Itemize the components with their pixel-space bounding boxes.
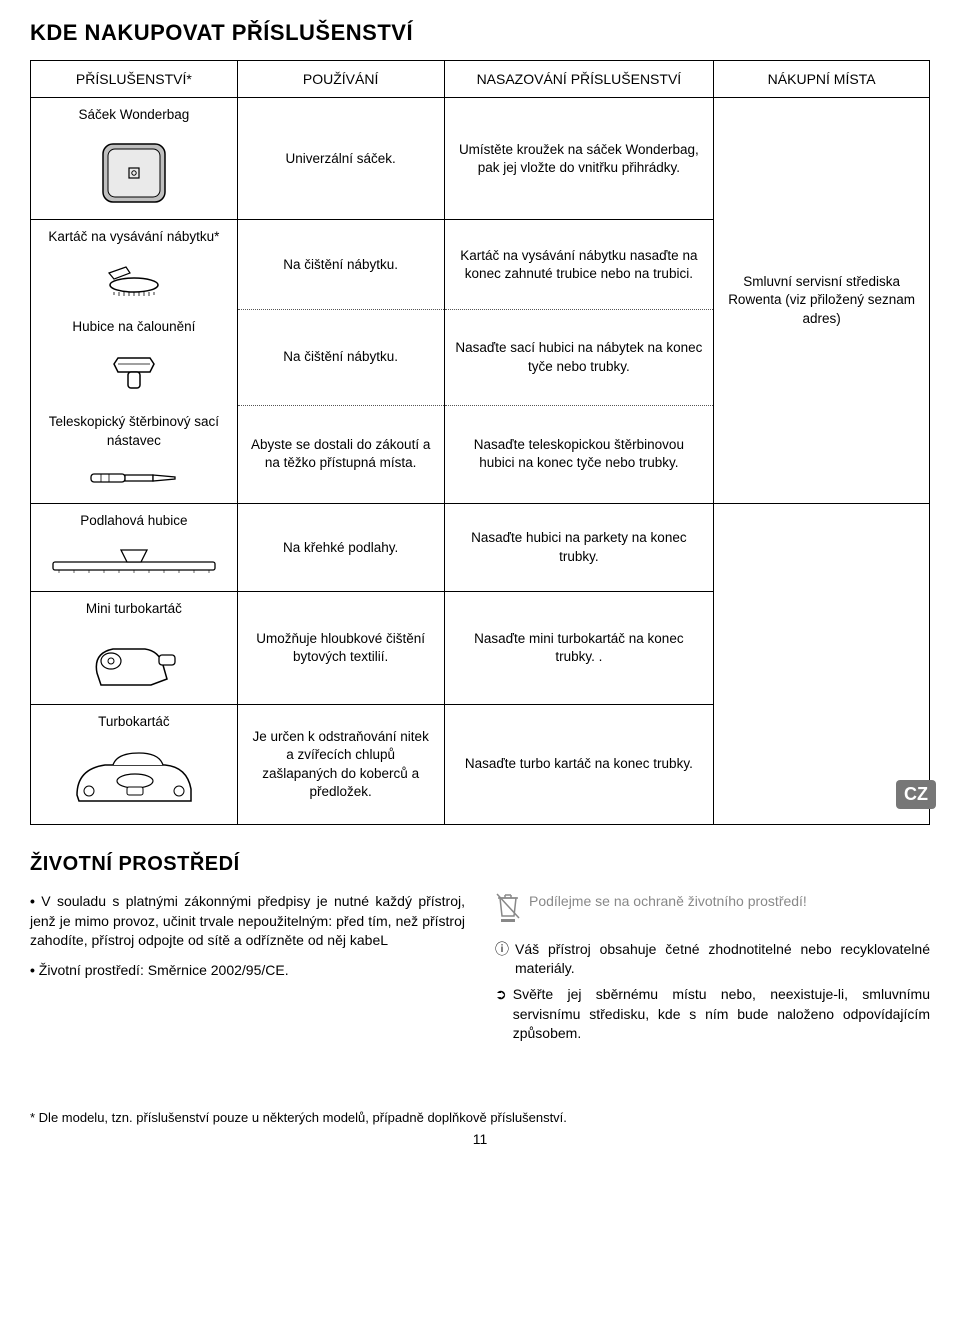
fit-cell: Nasaďte hubici na parkety na konec trubk… <box>444 503 714 591</box>
footnote: * Dle modelu, tzn. příslušenství pouze u… <box>30 1110 930 1125</box>
fit-cell: Nasaďte teleskopickou štěrbinovou hubici… <box>444 405 714 503</box>
table-row: Sáček Wonderbag Univerzální sáček. Umíst… <box>31 98 930 133</box>
arrow-icon: ➲ <box>495 985 507 1044</box>
fit-cell: Kartáč na vysávání nábytku nasaďte na ko… <box>444 220 714 310</box>
accessory-label: Kartáč na vysávání nábytku* <box>31 220 238 255</box>
use-cell: Je určen k odstraňování nitek a zvířecíc… <box>237 704 444 824</box>
use-cell: Na křehké podlahy. <box>237 503 444 591</box>
use-cell: Umožňuje hloubkové čištění bytových text… <box>237 592 444 704</box>
mini-turbo-icon <box>31 627 238 705</box>
purchase-cell: Smluvní servisní střediska Rowenta (viz … <box>714 98 930 504</box>
accessory-label: Teleskopický štěrbinový sací nástavec <box>31 405 238 457</box>
page-number: 11 <box>30 1131 930 1147</box>
fit-cell: Nasaďte sací hubici na nábytek na konec … <box>444 310 714 405</box>
accessories-table: PŘÍSLUŠENSTVÍ* POUŽÍVÁNÍ NASAZOVÁNÍ PŘÍS… <box>30 60 930 825</box>
use-cell: Univerzální sáček. <box>237 98 444 220</box>
col-header-fitting: NASAZOVÁNÍ PŘÍSLUŠENSTVÍ <box>444 61 714 98</box>
use-cell: Na čištění nábytku. <box>237 220 444 310</box>
col-header-use: POUŽÍVÁNÍ <box>237 61 444 98</box>
fit-cell: Nasaďte mini turbokartáč na konec trubky… <box>444 592 714 704</box>
purchase-cell-empty <box>714 503 930 824</box>
upholstery-nozzle-icon <box>31 344 238 405</box>
bag-icon <box>31 132 238 220</box>
brush-icon <box>31 255 238 310</box>
accessory-label: Turbokartáč <box>31 704 238 739</box>
turbo-brush-icon <box>31 739 238 825</box>
env-text-left-2: Životní prostředí: Směrnice 2002/95/CE. <box>30 961 465 981</box>
env-gray-text: Podílejme se na ochraně životního prostř… <box>529 892 807 930</box>
environment-section: V souladu s platnými zákonnými předpisy … <box>30 892 930 1050</box>
env-text-left-1: V souladu s platnými zákonnými předpisy … <box>30 892 465 951</box>
fit-cell: Nasaďte turbo kartáč na konec trubky. <box>444 704 714 824</box>
accessory-label: Mini turbokartáč <box>31 592 238 627</box>
crevice-tool-icon <box>31 458 238 504</box>
use-cell: Na čištění nábytku. <box>237 310 444 405</box>
fit-cell: Umístěte kroužek na sáček Wonderbag, pak… <box>444 98 714 220</box>
col-header-purchase: NÁKUPNÍ MÍSTA <box>714 61 930 98</box>
env-heading: ŽIVOTNÍ PROSTŘEDÍ <box>30 853 930 876</box>
env-info-1: Váš přístroj obsahuje četné zhodnotiteln… <box>515 940 930 979</box>
col-header-accessory: PŘÍSLUŠENSTVÍ* <box>31 61 238 98</box>
floor-brush-icon <box>31 538 238 592</box>
page-heading: KDE NAKUPOVAT PŘÍSLUŠENSTVÍ <box>30 20 930 46</box>
info-icon: ⓘ <box>495 940 509 979</box>
env-info-2: Svěřte jej sběrnému místu nebo, neexistu… <box>513 985 930 1044</box>
use-cell: Abyste se dostali do zákoutí a na těžko … <box>237 405 444 503</box>
accessory-label: Hubice na čalounění <box>31 310 238 344</box>
table-header-row: PŘÍSLUŠENSTVÍ* POUŽÍVÁNÍ NASAZOVÁNÍ PŘÍS… <box>31 61 930 98</box>
table-row: Podlahová hubice Na křehké podlahy. Nasa… <box>31 503 930 538</box>
language-tag: CZ <box>896 780 936 809</box>
accessory-label: Podlahová hubice <box>31 503 238 538</box>
accessory-label: Sáček Wonderbag <box>31 98 238 133</box>
recycle-bin-icon <box>495 892 521 930</box>
